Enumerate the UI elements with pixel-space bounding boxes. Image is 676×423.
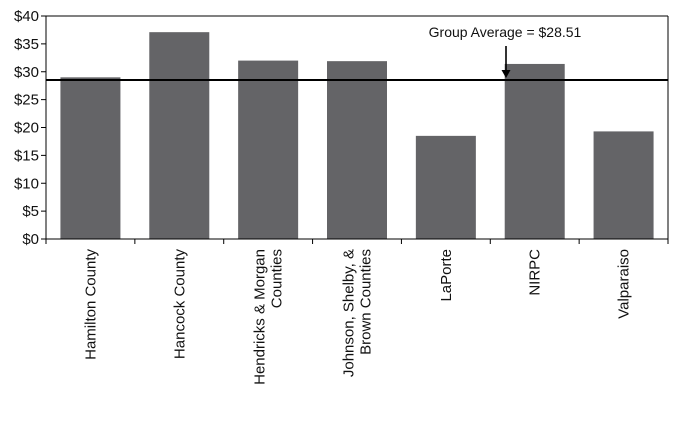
category-label: Hancock County bbox=[171, 249, 188, 360]
y-tick-label: $40 bbox=[14, 8, 39, 25]
bar bbox=[504, 63, 565, 239]
y-tick-label: $35 bbox=[14, 36, 39, 53]
y-tick-label: $10 bbox=[14, 175, 39, 192]
y-tick-label: $20 bbox=[14, 120, 39, 137]
bar bbox=[149, 32, 210, 240]
group-average-label: Group Average = $28.51 bbox=[429, 24, 582, 40]
y-tick-label: $5 bbox=[22, 203, 39, 220]
category-label: LaPorte bbox=[438, 249, 455, 302]
category-label: NIRPC bbox=[527, 249, 544, 296]
category-label: Counties bbox=[269, 249, 286, 308]
bar bbox=[415, 135, 476, 239]
category-label: Johnson, Shelby, & bbox=[341, 249, 358, 377]
bars bbox=[60, 32, 654, 240]
y-tick-label: $25 bbox=[14, 92, 39, 109]
bar bbox=[238, 60, 299, 239]
y-tick-label: $0 bbox=[22, 231, 39, 248]
category-labels: Hamilton County Hancock County Hendricks &… bbox=[82, 249, 632, 385]
category-label: Hendricks & Morgan bbox=[252, 249, 269, 385]
group-average-arrow bbox=[501, 46, 511, 79]
y-axis-ticks: $0 $5 $10 $15 $20 $25 $30 $35 $40 bbox=[14, 8, 46, 248]
category-label: Brown Counties bbox=[358, 249, 375, 355]
y-tick-label: $30 bbox=[14, 64, 39, 81]
category-label: Hamilton County bbox=[82, 249, 99, 360]
axes bbox=[45, 15, 669, 244]
bar bbox=[593, 131, 654, 239]
bar bbox=[327, 61, 387, 239]
arrow-head bbox=[501, 70, 511, 79]
y-tick-label: $15 bbox=[14, 147, 39, 164]
bar bbox=[60, 77, 121, 239]
category-label: Valparaiso bbox=[616, 249, 633, 319]
